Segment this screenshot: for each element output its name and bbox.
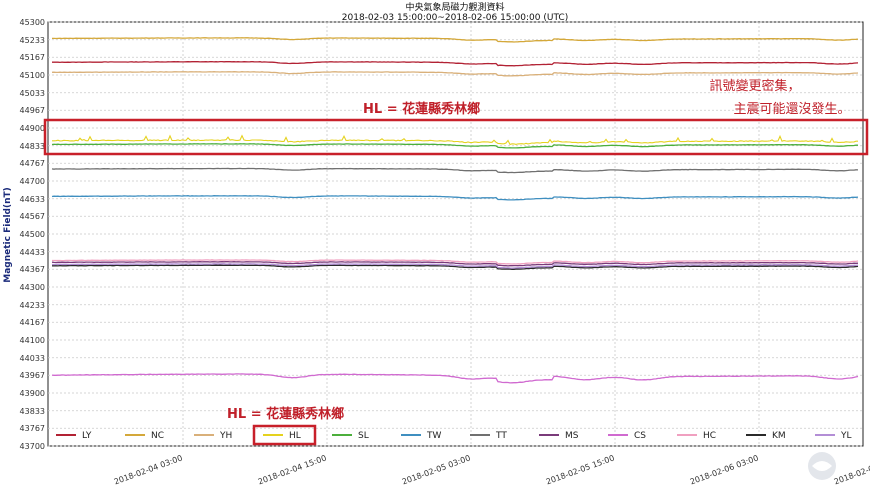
series-line-sl — [51, 143, 858, 149]
x-tick-label: 2018-02-06 03:00 — [689, 453, 760, 486]
y-tick-labels: 43700 43767 43833 43900 43967 44033 44100 44167… — [20, 18, 45, 451]
legend-label-yl: YL — [840, 431, 852, 441]
y-tick-label: 44900 — [20, 124, 45, 133]
legend-label-hl: HL — [289, 431, 301, 441]
y-tick-label: 45300 — [20, 18, 45, 27]
y-tick-label: 43967 — [20, 371, 45, 380]
chart-title: 中央氣象局磁力觀測資料 — [405, 1, 504, 13]
series-line-hc — [52, 259, 859, 265]
y-tick-label: 43900 — [20, 389, 45, 398]
y-tick-label: 44700 — [20, 177, 45, 186]
y-tick-label: 44167 — [20, 318, 45, 327]
legend-label-yh: YH — [219, 431, 232, 441]
y-tick-label: 44567 — [20, 212, 45, 221]
series-line-tt — [51, 167, 859, 174]
legend-label-ms: MS — [565, 431, 579, 441]
legend-label-hc: HC — [703, 431, 716, 441]
series-line-yh — [51, 71, 859, 77]
x-tick-label: 2018-02-04 15:00 — [257, 453, 328, 486]
x-tick-labels: 2018-02-04 03:00 2018-02-04 15:00 2018-02-… — [113, 453, 870, 486]
y-tick-label: 44433 — [20, 248, 45, 257]
legend-label-nc: NC — [151, 431, 164, 441]
series-line-yl — [52, 263, 859, 269]
hl-highlight-box — [43, 118, 869, 156]
y-tick-label: 44300 — [20, 283, 45, 292]
hl-annotation-bottom: HL = 花蓮縣秀林鄉 — [227, 406, 344, 422]
y-tick-label: 43833 — [20, 407, 45, 416]
y-tick-label: 44633 — [20, 195, 45, 204]
legend-label-sl: SL — [358, 431, 369, 441]
y-tick-label: 44100 — [20, 336, 45, 345]
x-tick-label: 2018-02-06 15:00 — [833, 453, 870, 486]
x-tick-label: 2018-02-04 03:00 — [113, 453, 184, 486]
series-line-ms — [51, 261, 859, 267]
y-tick-label: 43767 — [20, 424, 45, 433]
series-line-cs — [51, 373, 859, 384]
series-line-nc — [52, 37, 859, 43]
y-tick-label: 43700 — [20, 442, 45, 451]
series-line-tw — [51, 195, 859, 201]
grid-lines — [48, 21, 863, 447]
y-tick-label: 44833 — [20, 142, 45, 151]
y-tick-label: 44500 — [20, 230, 45, 239]
y-tick-label: 45167 — [20, 53, 45, 62]
legend-label-tt: TT — [495, 431, 507, 441]
y-tick-label: 45033 — [20, 89, 45, 98]
x-tick-label: 2018-02-05 03:00 — [401, 453, 472, 486]
y-tick-label: 44033 — [20, 354, 45, 363]
legend: LY NC YH HL SL TW TT MS CS HC KM YL — [56, 431, 852, 441]
y-tick-label: 44767 — [20, 159, 45, 168]
watermark-logo — [808, 452, 836, 480]
data-series — [51, 37, 859, 384]
y-tick-label: 45233 — [20, 36, 45, 45]
hl-annotation-top: HL = 花蓮縣秀林鄉 — [363, 101, 480, 117]
series-line-ly — [52, 60, 859, 67]
x-tick-label: 2018-02-05 15:00 — [545, 453, 616, 486]
y-tick-label: 45100 — [20, 71, 45, 80]
y-tick-label: 44233 — [20, 301, 45, 310]
note-line-2: 主震可能還沒發生。 — [733, 102, 850, 117]
y-tick-label: 44967 — [20, 106, 45, 115]
chart-subtitle: 2018-02-03 15:00:00~2018-02-06 15:00:00 … — [342, 13, 568, 23]
legend-label-km: KM — [772, 431, 786, 441]
legend-label-cs: CS — [634, 431, 646, 441]
y-tick-label: 44367 — [20, 265, 45, 274]
series-line-hl — [52, 134, 858, 146]
legend-label-ly: LY — [82, 431, 92, 441]
series-line-km — [52, 264, 859, 270]
note-line-1: 訊號變更密集， — [709, 78, 800, 94]
legend-label-tw: TW — [426, 431, 441, 441]
y-axis-label: Magnetic Field(nT) — [3, 187, 13, 282]
legend-hl-highlight — [252, 424, 317, 446]
